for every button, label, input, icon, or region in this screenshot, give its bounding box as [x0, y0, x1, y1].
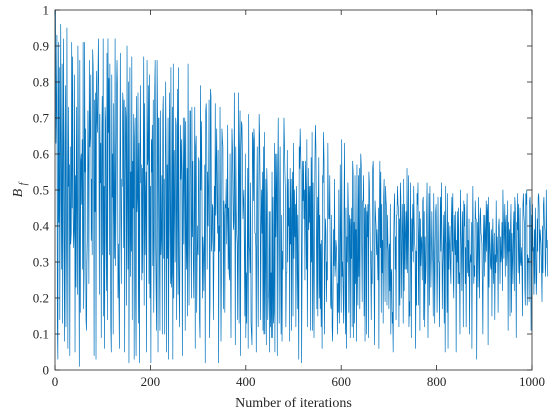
y-tick-label: 0.8: [33, 75, 49, 90]
x-tick-label: 0: [52, 374, 59, 389]
y-tick-label: 0.4: [33, 219, 50, 234]
y-axis-label: B f: [11, 181, 29, 197]
y-tick-label: 0: [43, 363, 50, 378]
x-tick-label: 400: [236, 374, 256, 389]
y-axis-ticks: 0 0.1 0.2 0.3 0.4 0.5 0.6 0.7 0.8 0.9 1: [33, 3, 532, 378]
x-tick-label: 1000: [519, 374, 545, 389]
x-tick-label: 800: [427, 374, 447, 389]
y-tick-label: 0.3: [33, 255, 49, 270]
y-axis-label-main: B: [11, 188, 26, 197]
series-layer: [55, 9, 549, 367]
y-tick-label: 0.1: [33, 327, 49, 342]
x-tick-label: 200: [141, 374, 161, 389]
x-tick-label: 600: [331, 374, 351, 389]
x-axis-ticks: 0 200 400 600 800 1000: [52, 10, 545, 389]
y-tick-label: 0.5: [33, 183, 49, 198]
y-tick-label: 0.2: [33, 291, 49, 306]
y-tick-label: 0.6: [33, 147, 50, 162]
x-axis-label: Number of iterations: [235, 396, 352, 411]
y-tick-label: 1: [43, 3, 50, 18]
y-tick-label: 0.9: [33, 39, 49, 54]
y-axis-label-subscript: f: [18, 181, 29, 185]
y-tick-label: 0.7: [33, 111, 50, 126]
series-line-1: [55, 9, 549, 367]
